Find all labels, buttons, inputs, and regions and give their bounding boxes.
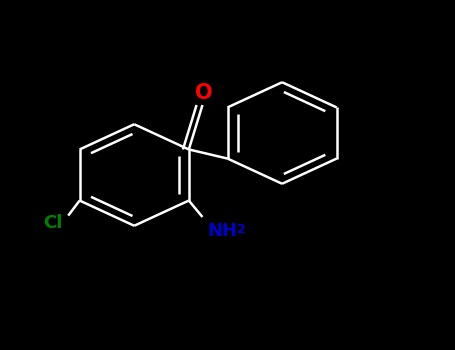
Text: Cl: Cl	[43, 214, 63, 232]
Text: 2: 2	[237, 223, 245, 236]
Text: O: O	[195, 83, 212, 103]
Text: NH: NH	[207, 222, 237, 240]
